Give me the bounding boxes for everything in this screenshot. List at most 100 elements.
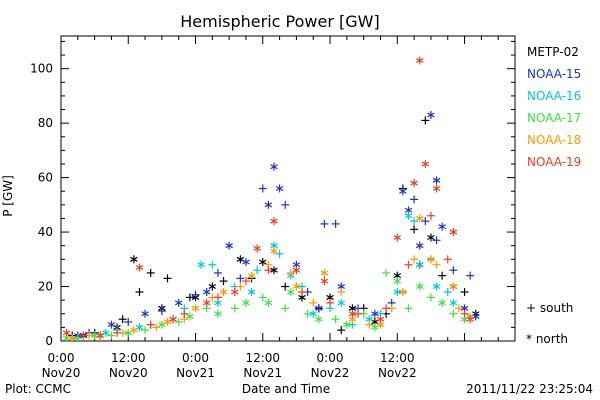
north-point bbox=[259, 258, 267, 267]
north-point bbox=[219, 287, 228, 296]
north-point bbox=[292, 282, 301, 291]
x-tick-time-label: 12:00 bbox=[380, 351, 415, 365]
north-point bbox=[415, 56, 424, 65]
south-point bbox=[146, 320, 155, 329]
south-point bbox=[258, 293, 267, 302]
x-tick-date-label: Nov20 bbox=[109, 366, 148, 380]
south-point bbox=[135, 287, 144, 296]
north-point bbox=[247, 271, 256, 280]
legend-south: + south bbox=[526, 301, 573, 315]
north-point bbox=[202, 287, 211, 296]
north-point bbox=[270, 217, 278, 226]
south-point bbox=[185, 293, 194, 302]
y-tick-label: 40 bbox=[38, 225, 53, 239]
north-point bbox=[130, 255, 138, 264]
south-point bbox=[174, 317, 183, 326]
north-point bbox=[427, 110, 435, 119]
north-point bbox=[62, 328, 71, 337]
north-point bbox=[315, 315, 323, 324]
north-point bbox=[415, 260, 424, 269]
south-point bbox=[230, 304, 239, 313]
north-point bbox=[141, 309, 149, 318]
north-point bbox=[214, 309, 222, 318]
north-point bbox=[337, 298, 346, 307]
south-point bbox=[241, 277, 250, 286]
north-point bbox=[202, 298, 211, 307]
south-point bbox=[281, 304, 290, 313]
north-point bbox=[449, 282, 458, 291]
north-point bbox=[174, 298, 183, 307]
x-tick-date-label: Nov21 bbox=[176, 366, 215, 380]
data-points bbox=[62, 56, 480, 343]
north-point bbox=[472, 312, 480, 321]
south-point bbox=[213, 293, 222, 302]
x-tick-time-label: 12:00 bbox=[111, 351, 146, 365]
south-point bbox=[118, 315, 127, 324]
north-point bbox=[225, 241, 233, 250]
north-point bbox=[186, 312, 194, 321]
y-tick-label: 60 bbox=[38, 171, 53, 185]
south-point bbox=[258, 184, 267, 193]
south-point bbox=[113, 328, 122, 337]
north-point bbox=[427, 255, 435, 264]
north-point bbox=[438, 298, 446, 307]
north-point bbox=[270, 247, 278, 256]
south-point bbox=[180, 309, 189, 318]
north-point bbox=[247, 287, 256, 296]
south-point bbox=[275, 249, 284, 258]
south-point bbox=[382, 268, 391, 277]
legend-entry: NOAA-16 bbox=[527, 89, 581, 103]
south-point bbox=[236, 274, 245, 283]
south-point bbox=[320, 219, 329, 228]
north-point bbox=[309, 309, 317, 318]
x-tick-date-label: Nov20 bbox=[42, 366, 81, 380]
north-point bbox=[169, 315, 177, 324]
north-point bbox=[107, 320, 116, 329]
south-point bbox=[208, 260, 217, 269]
chart-title: Hemispheric Power [GW] bbox=[180, 12, 379, 31]
south-point bbox=[404, 260, 413, 269]
legend-entry: NOAA-15 bbox=[527, 67, 581, 81]
south-point bbox=[124, 317, 133, 326]
legend: METP-02 NOAA-15 NOAA-16 NOAA-17 NOAA-18 NOAA-… bbox=[527, 45, 581, 169]
south-point bbox=[426, 211, 435, 220]
north-point bbox=[432, 282, 441, 291]
south-point bbox=[382, 304, 391, 313]
south-point bbox=[421, 217, 430, 226]
south-point bbox=[410, 195, 419, 204]
legend-entry: METP-02 bbox=[527, 45, 579, 59]
south-point bbox=[460, 309, 469, 318]
x-tick-date-label: Nov22 bbox=[378, 366, 417, 380]
south-point bbox=[219, 277, 228, 286]
north-point bbox=[438, 222, 446, 231]
north-point bbox=[292, 266, 301, 275]
south-point bbox=[449, 266, 458, 275]
north-point bbox=[404, 211, 413, 220]
south-point bbox=[354, 309, 363, 318]
north-point bbox=[208, 282, 217, 291]
south-point bbox=[438, 271, 447, 280]
north-point bbox=[348, 309, 357, 318]
south-point bbox=[326, 298, 335, 307]
south-point bbox=[404, 304, 413, 313]
south-point bbox=[191, 290, 200, 299]
north-point bbox=[68, 334, 76, 343]
south-point bbox=[331, 219, 340, 228]
south-point bbox=[73, 334, 82, 343]
north-point bbox=[415, 282, 424, 291]
north-point bbox=[432, 184, 441, 193]
north-point bbox=[287, 287, 295, 296]
x-tick-time-label: 12:00 bbox=[245, 351, 280, 365]
x-tick-time-label: 0:00 bbox=[182, 351, 209, 365]
y-tick-label: 100 bbox=[30, 62, 53, 76]
plot-frame bbox=[60, 35, 516, 342]
south-point bbox=[264, 266, 273, 275]
south-point bbox=[281, 200, 290, 209]
south-point bbox=[253, 266, 262, 275]
north-point bbox=[236, 255, 245, 264]
north-point bbox=[466, 315, 474, 324]
south-point bbox=[443, 255, 452, 264]
north-point bbox=[399, 187, 407, 196]
south-point bbox=[365, 320, 374, 329]
south-point bbox=[163, 274, 172, 283]
